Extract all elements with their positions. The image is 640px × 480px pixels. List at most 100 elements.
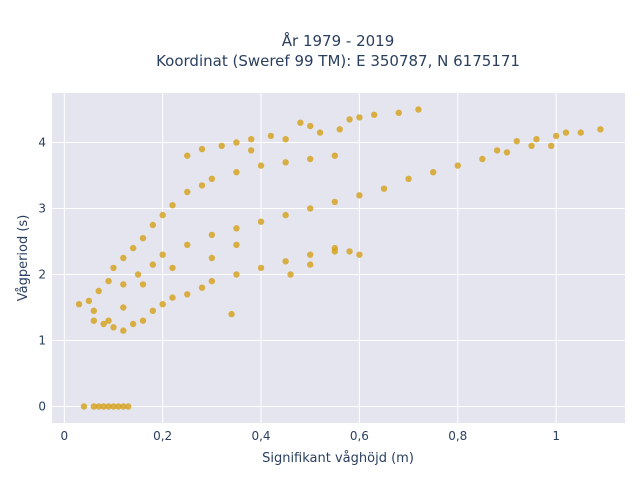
- data-point: [159, 251, 166, 258]
- data-point: [548, 142, 555, 149]
- data-point: [149, 307, 157, 314]
- y-axis-ticks: 0 1 2 3 4: [38, 136, 46, 414]
- data-point: [331, 152, 339, 159]
- y-tick-label: 3: [38, 202, 46, 216]
- data-point: [356, 251, 363, 258]
- x-tick-label: 0,8: [448, 429, 467, 443]
- data-point: [95, 287, 102, 295]
- data-point: [129, 320, 137, 328]
- data-point: [100, 403, 107, 410]
- data-point: [267, 132, 275, 140]
- data-point: [184, 152, 191, 159]
- data-point: [380, 185, 388, 192]
- data-point: [120, 304, 127, 311]
- data-point: [346, 248, 353, 255]
- y-tick-label: 4: [38, 136, 46, 150]
- data-point: [331, 248, 339, 255]
- data-point: [429, 169, 437, 176]
- data-point: [307, 251, 314, 258]
- data-point: [100, 320, 107, 328]
- data-point: [218, 142, 225, 149]
- data-point: [395, 109, 402, 117]
- data-point: [331, 198, 339, 206]
- data-point: [533, 136, 540, 143]
- data-point: [208, 254, 216, 262]
- data-point: [149, 221, 157, 229]
- data-point: [454, 162, 461, 169]
- data-point: [110, 403, 117, 410]
- x-axis-ticks: 0 0,2 0,4 0,6 0,8 1: [60, 429, 559, 443]
- data-point: [479, 155, 486, 163]
- data-point: [159, 301, 166, 308]
- data-point: [198, 145, 206, 153]
- data-point: [282, 136, 289, 143]
- data-point: [139, 281, 147, 288]
- data-point: [105, 317, 112, 324]
- x-tick-label: 0,6: [350, 429, 369, 443]
- y-axis-title: Vågperiod (s): [16, 215, 31, 302]
- data-point: [257, 218, 265, 225]
- data-point: [110, 324, 117, 331]
- data-point: [415, 106, 422, 113]
- data-point: [370, 111, 378, 118]
- data-point: [316, 129, 324, 136]
- data-point: [120, 281, 127, 288]
- data-point: [90, 317, 98, 324]
- data-point: [233, 169, 240, 176]
- data-point: [90, 403, 98, 410]
- chart-title-line-1: År 1979 - 2019: [282, 31, 395, 50]
- y-tick-label: 2: [38, 268, 46, 282]
- data-point: [233, 241, 240, 248]
- data-point: [110, 264, 117, 272]
- y-tick-label: 0: [38, 400, 46, 414]
- y-tick-label: 1: [38, 334, 46, 348]
- x-tick-label: 0: [60, 429, 68, 443]
- data-point: [282, 258, 289, 265]
- data-point: [257, 264, 265, 272]
- data-point: [208, 175, 216, 182]
- data-point: [233, 139, 240, 146]
- data-point: [307, 261, 314, 268]
- data-point: [233, 271, 240, 278]
- data-point: [208, 277, 216, 285]
- data-point: [198, 284, 206, 291]
- x-tick-label: 0,4: [251, 429, 270, 443]
- data-point: [184, 188, 191, 196]
- x-tick-label: 1: [552, 429, 560, 443]
- data-point: [198, 182, 206, 189]
- data-point: [356, 114, 363, 121]
- data-point: [562, 129, 570, 136]
- data-point: [169, 294, 176, 301]
- data-point: [115, 403, 122, 410]
- data-point: [405, 175, 412, 182]
- data-point: [503, 149, 511, 156]
- x-axis-title: Signifikant våghöjd (m): [262, 451, 414, 466]
- data-point: [282, 211, 289, 219]
- data-point: [356, 192, 363, 199]
- data-point: [105, 277, 112, 285]
- grid-lines: [52, 93, 625, 423]
- data-point: [120, 327, 127, 334]
- data-point: [184, 241, 191, 248]
- data-point: [169, 264, 176, 272]
- data-point: [257, 162, 265, 169]
- data-point: [149, 261, 157, 268]
- data-point: [247, 136, 255, 143]
- chart-title-line-2: Koordinat (Sweref 99 TM): E 350787, N 61…: [156, 52, 520, 70]
- data-point: [105, 403, 112, 410]
- data-point: [139, 317, 147, 324]
- data-points: [75, 106, 604, 410]
- data-point: [120, 254, 127, 262]
- data-point: [184, 291, 191, 298]
- data-point: [169, 202, 176, 209]
- data-point: [125, 403, 132, 410]
- data-point: [120, 403, 127, 410]
- data-point: [247, 147, 255, 154]
- data-point: [95, 403, 102, 410]
- data-point: [307, 122, 314, 130]
- data-point: [297, 119, 304, 126]
- data-point: [307, 205, 314, 212]
- data-point: [139, 235, 147, 242]
- x-tick-label: 0,2: [153, 429, 172, 443]
